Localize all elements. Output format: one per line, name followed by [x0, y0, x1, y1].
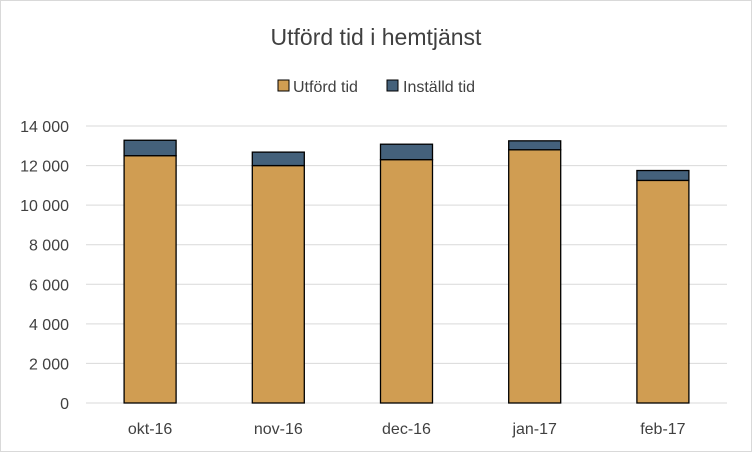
chart-title: Utförd tid i hemtjänst — [271, 24, 483, 50]
legend: Utförd tid Inställd tid — [277, 79, 475, 96]
y-axis-labels: 0 2 000 4 000 6 000 8 000 10 000 12 000 14 000 — [20, 119, 69, 413]
y-tick-label: 14 000 — [20, 119, 69, 136]
x-tick-label: nov-16 — [254, 421, 303, 438]
y-tick-label: 10 000 — [20, 198, 69, 215]
bar-utford-okt-16 — [123, 155, 177, 404]
x-axis-labels: okt-16 nov-16 dec-16 jan-17 feb-17 — [128, 421, 686, 438]
x-tick-label: jan-17 — [511, 421, 557, 438]
legend-label: Utförd tid — [293, 79, 358, 96]
legend-swatch — [277, 79, 290, 92]
legend-label: Inställd tid — [403, 79, 475, 96]
y-tick-label: 8 000 — [29, 238, 69, 255]
x-tick-label: dec-16 — [382, 421, 431, 438]
legend-swatch — [386, 79, 399, 92]
x-tick-label: feb-17 — [640, 421, 685, 438]
y-tick-label: 0 — [60, 396, 69, 413]
bar-installd-okt-16 — [123, 139, 177, 157]
bar-installd-feb-17 — [636, 169, 690, 182]
bar-installd-dec-16 — [379, 143, 434, 161]
bar-utford-feb-17 — [636, 179, 690, 404]
y-tick-label: 2 000 — [29, 356, 69, 373]
bars — [123, 139, 690, 404]
y-tick-label: 4 000 — [29, 317, 69, 334]
bar-utford-nov-16 — [251, 164, 305, 404]
bar-utford-dec-16 — [379, 158, 434, 404]
x-tick-label: okt-16 — [128, 421, 173, 438]
y-tick-label: 6 000 — [29, 277, 69, 294]
bar-installd-nov-16 — [251, 151, 305, 167]
bar-installd-jan-17 — [508, 140, 562, 151]
y-tick-label: 12 000 — [20, 159, 69, 176]
bar-utford-jan-17 — [508, 149, 562, 404]
